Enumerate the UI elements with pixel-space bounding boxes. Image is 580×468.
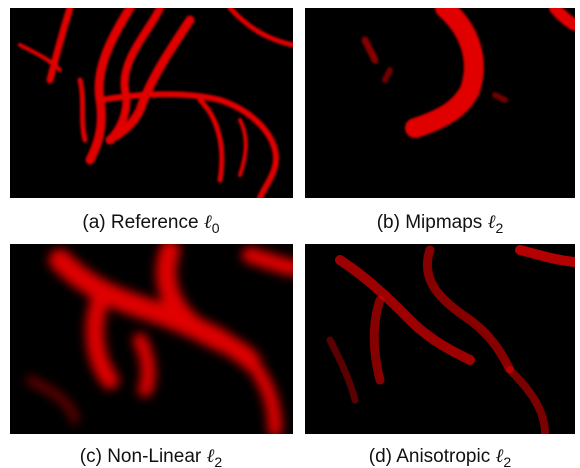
panel-anisotropic	[305, 244, 575, 434]
caption-subscript: 2	[495, 220, 503, 236]
panel-reference	[10, 8, 293, 198]
caption-symbol: ℓ	[204, 212, 212, 233]
caption: (c) Non-Linear ℓ2	[80, 446, 223, 468]
caption-symbol: ℓ	[207, 446, 215, 467]
panel-non-linear	[10, 244, 293, 434]
page: (a) Reference ℓ0 (b) Mipmaps ℓ2 (c) Non-…	[0, 0, 580, 468]
caption-subscript: 2	[503, 454, 511, 468]
caption-text: (c) Non-Linear	[80, 446, 202, 467]
caption-text: (d) Anisotropic	[369, 446, 490, 467]
caption-text: (b) Mipmaps	[377, 212, 483, 233]
caption-symbol: ℓ	[496, 446, 504, 467]
panel-mipmaps	[305, 8, 575, 198]
caption: (a) Reference ℓ0	[82, 212, 219, 236]
caption-symbol: ℓ	[488, 212, 496, 233]
caption-text: (a) Reference	[82, 212, 198, 233]
caption: (b) Mipmaps ℓ2	[377, 212, 504, 236]
caption-subscript: 0	[212, 220, 220, 236]
caption: (d) Anisotropic ℓ2	[369, 446, 512, 468]
caption-subscript: 2	[214, 454, 222, 468]
figure: (a) Reference ℓ0 (b) Mipmaps ℓ2 (c) Non-…	[0, 0, 580, 468]
